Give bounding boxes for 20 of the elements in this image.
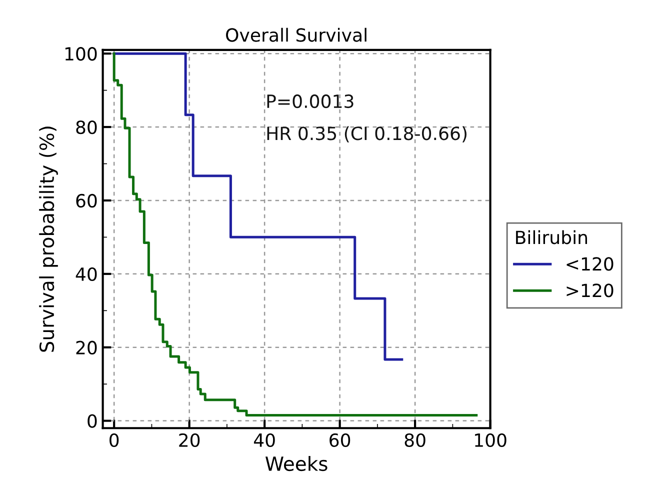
x-tick-label: 0 xyxy=(110,433,119,447)
y-tick-label: 40 xyxy=(76,267,97,282)
legend-title: Bilirubin xyxy=(516,230,587,244)
chart-title: Overall Survival xyxy=(226,28,366,42)
y-tick-label: 60 xyxy=(76,194,97,208)
x-tick-label: 80 xyxy=(404,433,426,447)
y-tick-label: 100 xyxy=(65,47,97,61)
annotation: HR 0.35 (CI 0.18-0.66) xyxy=(267,126,466,142)
y-axis-title: Survival probability (%) xyxy=(39,126,58,352)
x-tick-label: 40 xyxy=(254,433,275,447)
x-axis-title: Weeks xyxy=(265,456,328,472)
legend-label: <120 xyxy=(566,257,614,271)
y-tick-label: 20 xyxy=(76,340,97,354)
y-tick-label: 80 xyxy=(76,120,97,134)
x-tick-label: 20 xyxy=(179,433,200,447)
legend-label: >120 xyxy=(566,284,614,298)
x-tick-label: 100 xyxy=(475,433,506,447)
y-tick-label: 0 xyxy=(88,414,97,428)
annotation: P=0.0013 xyxy=(267,94,354,108)
x-tick-label: 60 xyxy=(330,433,350,447)
